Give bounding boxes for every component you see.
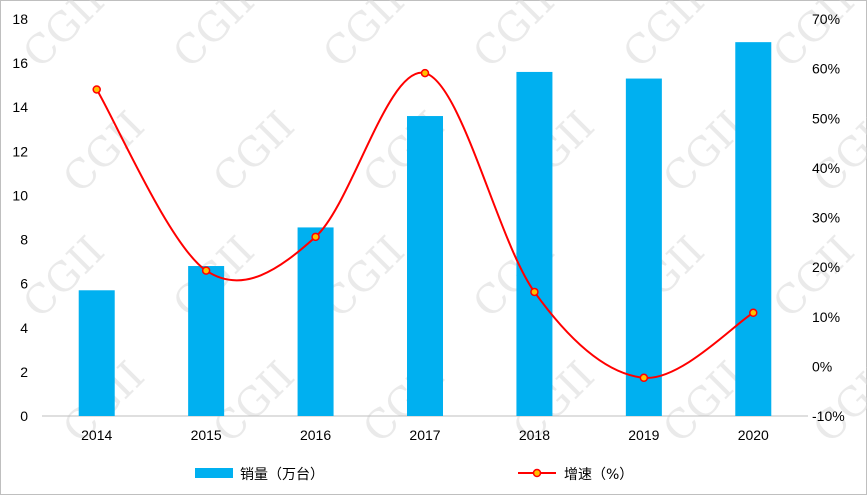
- right-tick-label: 50%: [812, 110, 840, 126]
- left-tick-label: 6: [20, 276, 28, 292]
- growth-rate-point: [92, 85, 101, 94]
- growth-rate-point: [201, 266, 211, 275]
- right-tick-label: 30%: [812, 210, 840, 226]
- sales-bar: [735, 42, 772, 417]
- right-tick-label: 10%: [812, 309, 840, 325]
- right-tick-label: 20%: [812, 259, 840, 275]
- sales-bar: [625, 78, 662, 417]
- sales-bar: [78, 290, 115, 416]
- left-tick-label: 18: [12, 11, 28, 27]
- growth-rate-point: [420, 68, 430, 78]
- growth-rate-point: [311, 232, 320, 242]
- legend-growth-swatch-marker: [532, 468, 542, 478]
- right-tick-label: 70%: [812, 11, 840, 27]
- x-axis-ticks: 2014 2015 2016 2017 2018 2019 2020: [81, 427, 769, 443]
- left-tick-label: 10: [12, 187, 28, 203]
- x-tick-label: 2014: [81, 427, 112, 443]
- right-tick-label: 60%: [812, 61, 840, 77]
- left-tick-label: 0: [20, 408, 28, 424]
- left-tick-label: 8: [20, 232, 28, 248]
- legend-sales-swatch: [195, 468, 233, 478]
- growth-rate-points: [92, 68, 758, 383]
- watermark-text: CGII: [55, 103, 154, 202]
- bar-series: [78, 42, 772, 417]
- x-tick-label: 2016: [300, 427, 331, 443]
- left-tick-label: 16: [12, 55, 28, 71]
- sales-bar: [407, 116, 443, 417]
- watermark-text: CGII: [315, 0, 414, 77]
- watermark-text: CGII: [465, 0, 564, 77]
- growth-rate-point: [749, 308, 758, 318]
- watermark-text: CGII: [15, 0, 114, 77]
- x-tick-label: 2015: [191, 427, 222, 443]
- legend-growth-label: 增速（%）: [564, 467, 633, 483]
- left-tick-label: 12: [12, 143, 28, 159]
- watermark-text: CGII: [615, 0, 714, 77]
- right-axis-ticks: -10% 0% 10% 20% 30% 40% 50% 60% 70%: [812, 11, 845, 424]
- legend-sales-label: 销量（万台）: [240, 467, 324, 483]
- right-tick-label: 40%: [812, 160, 840, 176]
- watermark-text: CGII: [205, 103, 304, 202]
- growth-rate-point: [639, 373, 649, 383]
- x-tick-label: 2018: [519, 427, 550, 443]
- sales-bar: [297, 227, 334, 416]
- legend: 销量（万台） 增速（%）: [195, 467, 633, 483]
- watermark-text: CGII: [165, 0, 264, 77]
- right-tick-label: -10%: [812, 408, 845, 424]
- left-tick-label: 4: [20, 320, 28, 336]
- left-tick-label: 2: [20, 364, 28, 380]
- x-tick-label: 2020: [738, 427, 769, 443]
- x-tick-label: 2017: [409, 427, 440, 443]
- sales-bar: [188, 266, 225, 416]
- right-tick-label: 0%: [812, 358, 832, 374]
- left-tick-label: 14: [12, 99, 28, 115]
- x-tick-label: 2019: [628, 427, 659, 443]
- growth-rate-point: [530, 287, 539, 297]
- sales-bar: [516, 71, 553, 416]
- left-axis-ticks: 0 2 4 6 8 10 12 14 16 18: [12, 11, 28, 424]
